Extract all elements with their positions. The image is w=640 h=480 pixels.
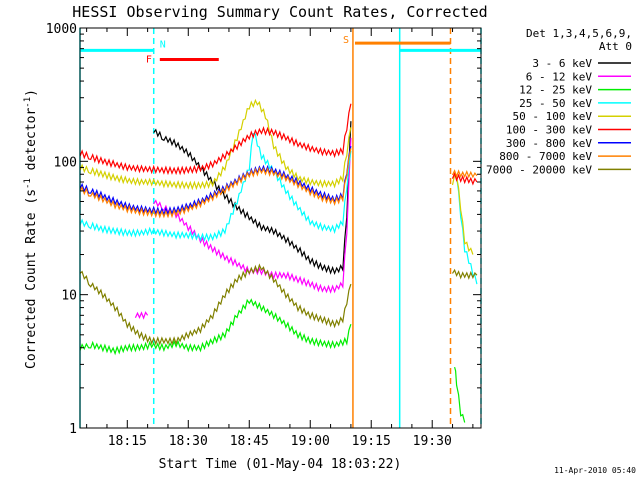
x-axis-label: Start Time (01-May-04 18:03:22): [159, 457, 402, 472]
legend-label: 7000 - 20000 keV: [486, 163, 592, 176]
series-25-50kev-line-0: [79, 132, 352, 242]
y-axis-label: Corrected Count Rate (s-1 detector-1): [23, 89, 39, 369]
y-axis-label-end: ): [24, 89, 39, 97]
x-tick-label: 19:00: [291, 434, 330, 449]
x-tick-label: 18:45: [230, 434, 269, 449]
y-axis-label-sup2: -1: [23, 97, 33, 108]
chart-title: HESSI Observing Summary Count Rates, Cor…: [72, 3, 487, 21]
legend-header-attenuator: Att 0: [599, 40, 632, 53]
series-100-300kev-line-1: [451, 171, 478, 186]
x-tick-label: 19:30: [413, 434, 452, 449]
y-tick-label: 1: [69, 422, 77, 437]
series-300-800kev-line-0: [79, 145, 352, 217]
legend-label: 300 - 800 keV: [506, 137, 592, 150]
flag-label-n: N: [160, 39, 166, 50]
series-12-25kev-line-0: [79, 298, 352, 356]
legend-label: 100 - 300 keV: [506, 124, 592, 137]
legend-label: 25 - 50 keV: [519, 97, 592, 110]
series-50-100kev-line-1: [451, 173, 474, 255]
y-axis-label-sup1: -1: [23, 178, 33, 189]
flag-label-f: F: [146, 55, 152, 66]
y-axis-label-main: Corrected Count Rate (s: [24, 189, 39, 369]
y-tick-label: 1000: [46, 22, 77, 37]
legend-label: 6 - 12 keV: [526, 70, 593, 83]
series-7000-20000kev-line-0: [79, 263, 352, 346]
flag-label-s: S: [343, 35, 349, 46]
x-tick-label: 18:30: [169, 434, 208, 449]
series-3-6kev-line-0: [153, 121, 352, 276]
legend-label: 800 - 7000 keV: [499, 150, 592, 163]
series-800-7000kev-line-1: [451, 169, 478, 179]
timestamp: 11-Apr-2010 05:40: [554, 466, 636, 475]
y-axis-label-mid: detector: [24, 108, 39, 179]
legend-label: 3 - 6 keV: [532, 57, 592, 70]
y-tick-label: 10: [61, 289, 77, 304]
legend-label: 12 - 25 keV: [519, 84, 592, 97]
legend-label: 50 - 100 keV: [513, 110, 593, 123]
series-50-100kev-line-0: [79, 98, 352, 191]
series-7000-20000kev-line-1: [451, 268, 478, 280]
series-800-7000kev-line-0: [79, 148, 352, 219]
y-tick-label: 100: [54, 155, 77, 170]
plot-area: NF S: [79, 28, 482, 428]
legend-header-detectors: Det 1,3,4,5,6,9,: [526, 27, 632, 40]
series-6-12kev-line-0: [134, 311, 149, 320]
axes: 1 10 100 1000 18:15 18:30 18:45 19:00 19:15 19:30: [46, 22, 482, 449]
plot-frame: [79, 27, 482, 429]
x-tick-label: 18:15: [108, 434, 147, 449]
series-100-300kev-line-0: [79, 103, 352, 176]
series-12-25kev-line-1: [454, 366, 466, 423]
x-tick-label: 19:15: [352, 434, 391, 449]
